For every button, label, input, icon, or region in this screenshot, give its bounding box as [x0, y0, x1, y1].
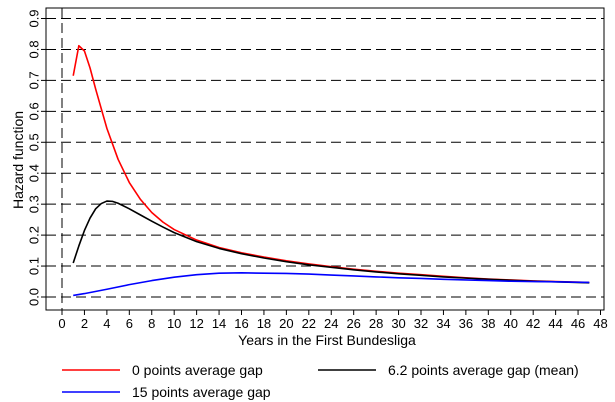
x-tick-label-4: 8 — [148, 316, 155, 331]
x-tick-label-3: 6 — [126, 316, 133, 331]
x-axis-title: Years in the First Bundesliga — [238, 332, 416, 348]
x-tick-label-21: 42 — [526, 316, 540, 331]
legend-label-0: 0 points average gap — [132, 362, 263, 378]
y-tick-label-3: 0.3 — [27, 195, 42, 213]
legend: 0 points average gap 6.2 points average g… — [62, 362, 579, 400]
x-tick-label-16: 32 — [414, 316, 428, 331]
y-tick-label-1: 0.1 — [27, 257, 42, 275]
x-tick-label-9: 18 — [257, 316, 271, 331]
y-tick-label-2: 0.2 — [27, 226, 42, 244]
x-tick-label-24: 48 — [593, 316, 607, 331]
x-tick-label-7: 14 — [212, 316, 226, 331]
x-tick-label-18: 36 — [459, 316, 473, 331]
y-tick-label-7: 0.7 — [27, 71, 42, 89]
legend-label-2: 15 points average gap — [132, 384, 271, 400]
x-tick-label-8: 16 — [234, 316, 248, 331]
x-tick-label-11: 22 — [302, 316, 316, 331]
x-tick-label-0: 0 — [58, 316, 65, 331]
x-tick-label-17: 34 — [436, 316, 450, 331]
y-axis-title: Hazard function — [10, 111, 26, 209]
series-line-2 — [73, 272, 590, 297]
x-tick-label-6: 12 — [189, 316, 203, 331]
series-lines — [72, 44, 590, 297]
x-tick-label-5: 10 — [167, 316, 181, 331]
x-tick-label-23: 46 — [571, 316, 585, 331]
y-tick-label-4: 0.4 — [27, 164, 42, 182]
x-tick-label-13: 26 — [346, 316, 360, 331]
x-tick-label-1: 2 — [81, 316, 88, 331]
x-tick-label-22: 44 — [548, 316, 562, 331]
legend-label-1: 6.2 points average gap (mean) — [388, 362, 579, 378]
x-tick-label-14: 28 — [369, 316, 383, 331]
x-tick-label-2: 4 — [103, 316, 110, 331]
x-tick-label-20: 40 — [504, 316, 518, 331]
axes: 0.00.10.20.30.40.50.60.70.80.90 2 4 6 8 10 12 1… — [27, 7, 608, 331]
y-tick-label-9: 0.9 — [27, 9, 42, 27]
y-tick-label-8: 0.8 — [27, 40, 42, 58]
x-tick-label-12: 24 — [324, 316, 338, 331]
y-tick-label-5: 0.5 — [27, 133, 42, 151]
series-line-1 — [72, 200, 590, 284]
y-tick-label-0: 0.0 — [27, 288, 42, 306]
x-tick-label-15: 30 — [391, 316, 405, 331]
x-tick-label-19: 38 — [481, 316, 495, 331]
plot-frame — [45, 7, 605, 311]
y-tick-label-6: 0.6 — [27, 102, 42, 120]
x-tick-label-10: 20 — [279, 316, 293, 331]
